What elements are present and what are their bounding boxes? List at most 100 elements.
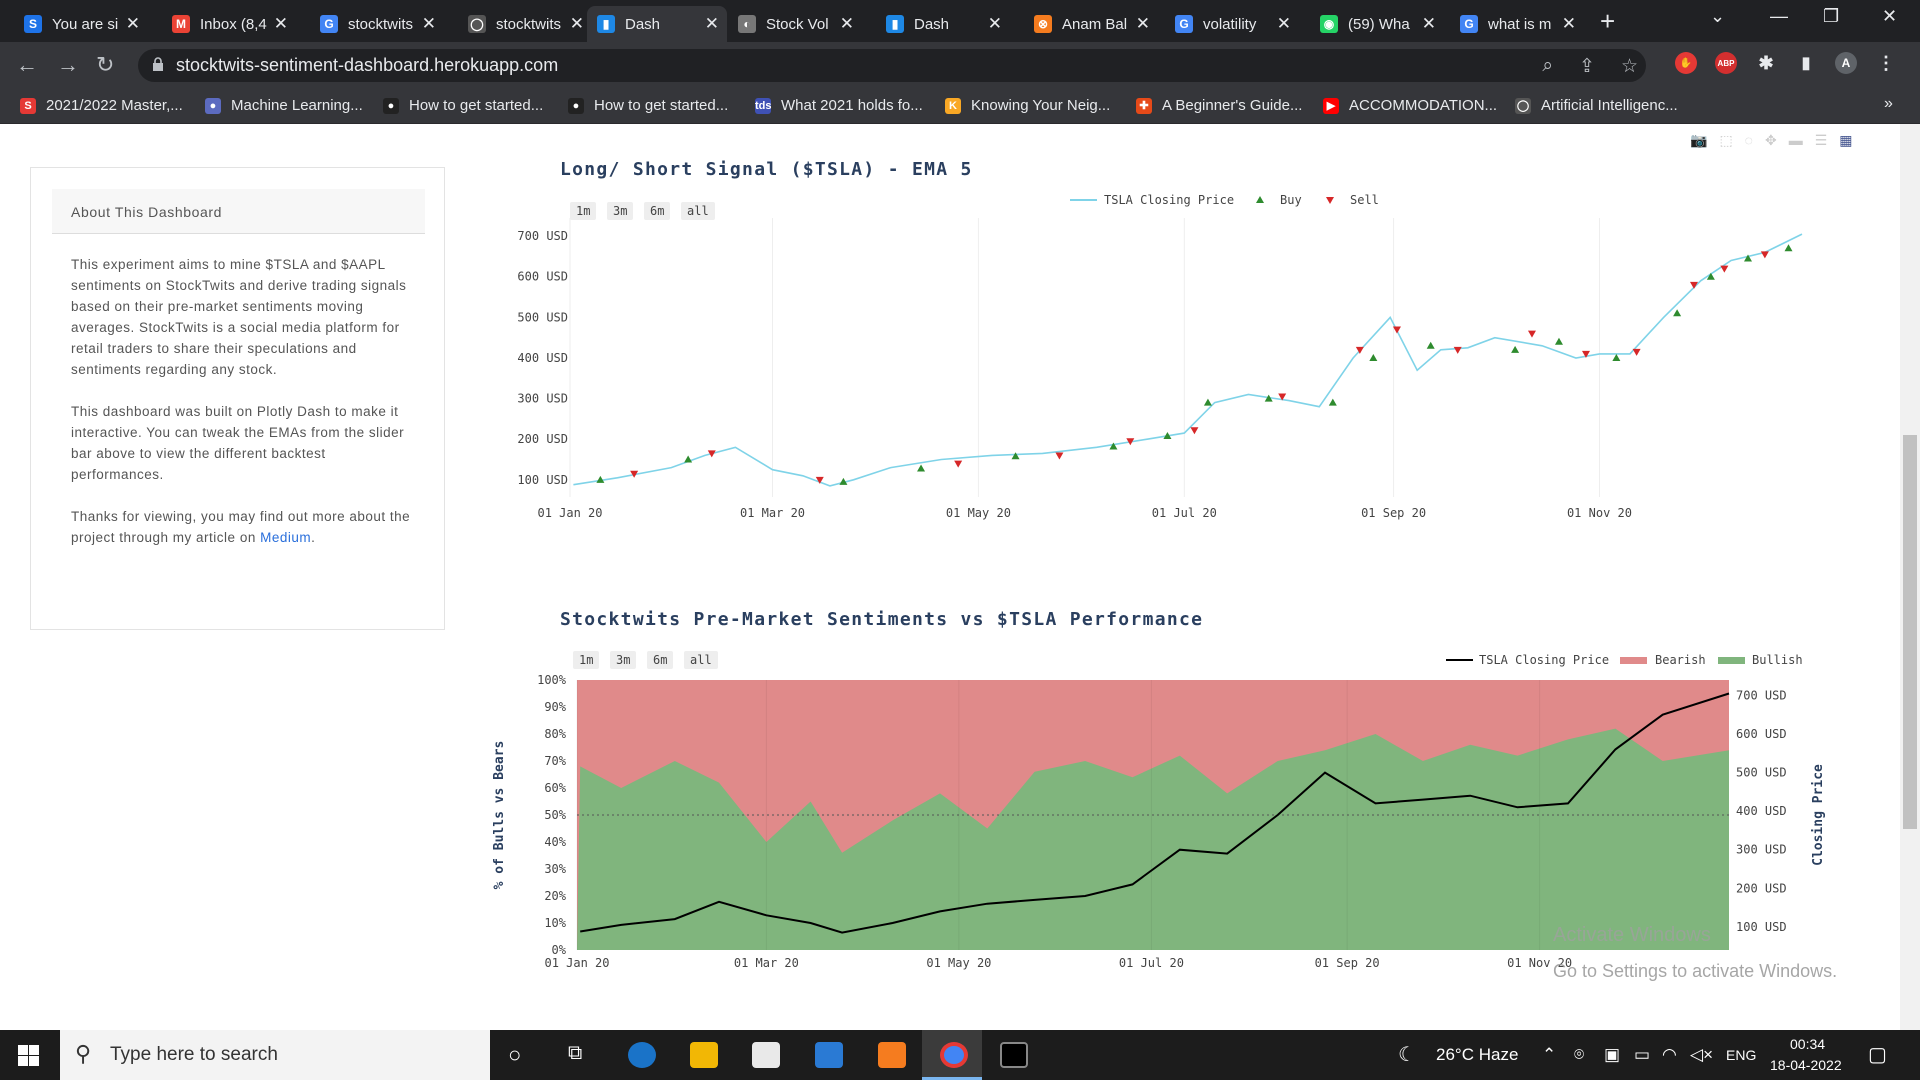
browser-tab[interactable]: ▮ Dash ✕ — [587, 6, 727, 42]
range-button-all[interactable]: all — [684, 651, 718, 669]
battery-icon[interactable]: ▭ — [1634, 1045, 1651, 1064]
minimize-icon[interactable]: — — [1770, 6, 1788, 26]
scrollbar-thumb[interactable] — [1903, 435, 1917, 829]
buy-marker — [1784, 244, 1793, 252]
wifi-icon[interactable]: ◠ — [1662, 1045, 1677, 1064]
range-button-1m[interactable]: 1m — [573, 651, 600, 669]
more-bookmarks-icon[interactable]: » — [1884, 95, 1893, 112]
windows-start-icon[interactable] — [18, 1045, 39, 1066]
bookmark-item[interactable]: S 2021/2022 Master,... — [20, 97, 183, 114]
network-icon[interactable]: ⌾ — [1574, 1045, 1585, 1064]
puzzle-icon[interactable]: ✱ — [1758, 52, 1774, 73]
terminal-icon[interactable] — [1000, 1042, 1028, 1068]
signal-chart[interactable]: 01 Jan 20 01 Mar 20 01 May 20 01 Jul 20 01 S… — [0, 124, 1900, 544]
restore-icon[interactable]: ❐ — [1823, 6, 1840, 26]
reset-axes-icon[interactable]: ☰ — [1814, 132, 1828, 148]
browser-tab[interactable]: S You are si ✕ — [14, 6, 148, 42]
share-icon[interactable]: ⇪ — [1579, 56, 1595, 77]
range-button-6m[interactable]: 6m — [644, 202, 671, 220]
reading-list-icon[interactable]: ▮ — [1801, 55, 1811, 72]
file-explorer-icon[interactable] — [690, 1042, 718, 1068]
menu-dots-icon[interactable]: ⋮ — [1877, 52, 1895, 73]
bookmark-item[interactable]: ● How to get started... — [568, 97, 728, 114]
range-button-3m[interactable]: 3m — [610, 651, 637, 669]
browser-tab[interactable]: ◐ Stock Vol ✕ — [728, 6, 862, 42]
bookmark-favicon-icon: ● — [383, 97, 399, 114]
tab-close-icon[interactable]: ✕ — [1276, 14, 1291, 33]
zoom-box-icon[interactable]: ⬚ — [1719, 132, 1733, 148]
task-view-icon[interactable]: ⧉ — [568, 1042, 583, 1064]
back-icon[interactable]: ← — [16, 52, 38, 77]
page-scrollbar[interactable] — [1900, 124, 1920, 1030]
tab-close-icon[interactable]: ✕ — [1421, 14, 1436, 33]
autoscale-icon[interactable]: ▬ — [1788, 132, 1803, 148]
browser-tab[interactable]: ◯ stocktwits ✕ — [458, 6, 592, 42]
lasso-icon[interactable]: ◌ — [1744, 132, 1753, 148]
store-icon[interactable] — [752, 1042, 780, 1068]
notifications-icon[interactable]: ▢ — [1868, 1044, 1887, 1066]
chart-2-title: Stocktwits Pre-Market Sentiments vs $TSL… — [560, 609, 1204, 630]
medium-link[interactable]: Medium — [260, 530, 312, 545]
bookmark-item[interactable]: ● How to get started... — [383, 97, 543, 114]
tab-search-icon[interactable]: ⌄ — [1710, 6, 1726, 26]
clock-date[interactable]: 18-04-2022 — [1770, 1057, 1842, 1073]
browser-tab[interactable]: M Inbox (8,4 ✕ — [162, 6, 296, 42]
zoom-icon[interactable]: ⌕ — [1542, 55, 1554, 76]
mail-icon[interactable] — [815, 1042, 843, 1068]
tab-close-icon[interactable]: ✕ — [1135, 14, 1150, 33]
chart-1-title: Long/ Short Signal ($TSLA) - EMA 5 — [560, 159, 973, 180]
plotly-logo-icon[interactable]: ▦ — [1839, 132, 1853, 148]
edge-icon[interactable] — [628, 1042, 656, 1068]
adblock-icon[interactable]: ABP — [1715, 52, 1737, 74]
bookmark-item[interactable]: K Knowing Your Neig... — [945, 97, 1110, 114]
bookmark-item[interactable]: tds What 2021 holds fo... — [755, 97, 923, 114]
tab-close-icon[interactable]: ✕ — [704, 14, 719, 33]
range-button-1m[interactable]: 1m — [570, 202, 597, 220]
tab-close-icon[interactable]: ✕ — [125, 14, 140, 33]
bookmark-star-icon[interactable]: ☆ — [1620, 56, 1638, 77]
tab-close-icon[interactable]: ✕ — [1561, 14, 1576, 33]
range-button-6m[interactable]: 6m — [647, 651, 674, 669]
tab-close-icon[interactable]: ✕ — [421, 14, 436, 33]
browser-tab[interactable]: ▮ Dash ✕ — [876, 6, 1010, 42]
y-tick-label: 300 USD — [517, 392, 568, 406]
close-window-icon[interactable]: ✕ — [1882, 6, 1898, 26]
sentiment-chart[interactable]: 01 Jan 20 01 Mar 20 01 May 20 01 Jul 20 01 S… — [0, 544, 1900, 1030]
cortana-icon[interactable]: ○ — [508, 1042, 522, 1067]
tray-chevron-icon[interactable]: ⌃ — [1542, 1045, 1557, 1064]
reload-icon[interactable]: ↻ — [96, 52, 115, 77]
bookmark-item[interactable]: ● Machine Learning... — [205, 97, 363, 114]
url-bar[interactable]: stocktwits-sentiment-dashboard.herokuapp… — [138, 49, 1646, 82]
tab-close-icon[interactable]: ✕ — [569, 14, 584, 33]
language-indicator[interactable]: ENG — [1726, 1047, 1757, 1063]
x-tick-label: 01 May 20 — [946, 506, 1011, 520]
clock-time[interactable]: 00:34 — [1790, 1036, 1826, 1052]
bookmark-item[interactable]: ◯ Artificial Intelligenc... — [1515, 97, 1678, 114]
tab-label: volatility — [1203, 15, 1257, 33]
profile-avatar[interactable]: A — [1835, 52, 1857, 74]
new-tab-button[interactable]: + — [1600, 6, 1616, 36]
pan-icon[interactable]: ✥ — [1765, 132, 1777, 148]
tab-close-icon[interactable]: ✕ — [987, 14, 1002, 33]
meet-icon[interactable]: ▣ — [1604, 1045, 1621, 1064]
extension-icon[interactable]: ✋ — [1675, 52, 1697, 74]
volume-muted-icon[interactable]: ◁× — [1690, 1045, 1714, 1064]
forward-icon[interactable]: → — [57, 52, 79, 77]
x-tick-label: 01 Jan 20 — [544, 956, 609, 970]
weather-text[interactable]: 26°C Haze — [1436, 1045, 1519, 1064]
range-button-3m[interactable]: 3m — [607, 202, 634, 220]
range-button-all[interactable]: all — [681, 202, 715, 220]
taskbar-search-box[interactable]: ⚲ Type here to search — [60, 1030, 490, 1080]
tab-label: stocktwits — [496, 15, 562, 33]
bookmark-item[interactable]: ▶ ACCOMMODATION... — [1323, 97, 1497, 114]
browser-tab[interactable]: ⊗ Anam Bal ✕ — [1024, 6, 1158, 42]
tab-close-icon[interactable]: ✕ — [273, 14, 288, 33]
tab-close-icon[interactable]: ✕ — [839, 14, 854, 33]
bookmark-item[interactable]: ✚ A Beginner's Guide... — [1136, 97, 1302, 114]
camera-icon[interactable]: 📷 — [1690, 132, 1708, 148]
browser-tab[interactable]: ◉ (59) Wha ✕ — [1310, 6, 1444, 42]
xampp-icon[interactable] — [878, 1042, 906, 1068]
